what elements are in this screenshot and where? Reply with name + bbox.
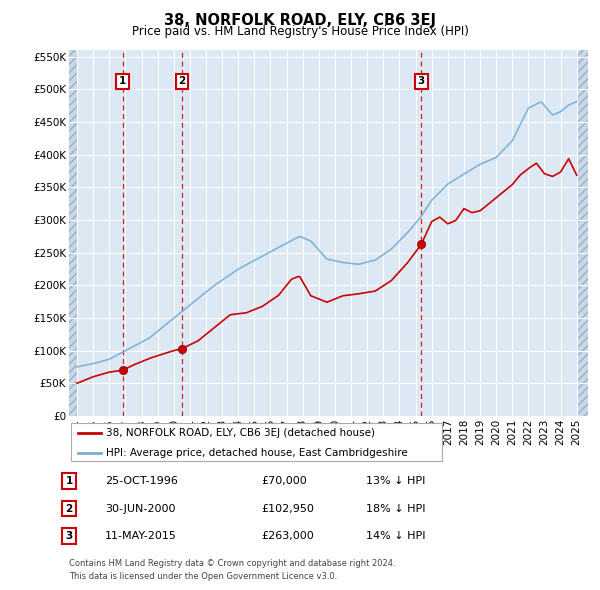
- Text: £263,000: £263,000: [261, 532, 314, 541]
- Text: £70,000: £70,000: [261, 476, 307, 486]
- Text: £102,950: £102,950: [261, 504, 314, 513]
- Text: 1: 1: [119, 76, 126, 86]
- Text: 13% ↓ HPI: 13% ↓ HPI: [366, 476, 425, 486]
- Text: 18% ↓ HPI: 18% ↓ HPI: [366, 504, 425, 513]
- Text: 1: 1: [65, 476, 73, 486]
- Text: 30-JUN-2000: 30-JUN-2000: [105, 504, 176, 513]
- Text: 2: 2: [178, 76, 185, 86]
- Text: 14% ↓ HPI: 14% ↓ HPI: [366, 532, 425, 541]
- FancyBboxPatch shape: [71, 423, 442, 461]
- Text: 3: 3: [418, 76, 425, 86]
- Text: 25-OCT-1996: 25-OCT-1996: [105, 476, 178, 486]
- Text: 2: 2: [65, 504, 73, 513]
- Text: HPI: Average price, detached house, East Cambridgeshire: HPI: Average price, detached house, East…: [107, 448, 408, 457]
- Text: Contains HM Land Registry data © Crown copyright and database right 2024.: Contains HM Land Registry data © Crown c…: [69, 559, 395, 568]
- Text: Price paid vs. HM Land Registry's House Price Index (HPI): Price paid vs. HM Land Registry's House …: [131, 25, 469, 38]
- Text: 38, NORFOLK ROAD, ELY, CB6 3EJ (detached house): 38, NORFOLK ROAD, ELY, CB6 3EJ (detached…: [107, 428, 376, 438]
- Text: This data is licensed under the Open Government Licence v3.0.: This data is licensed under the Open Gov…: [69, 572, 337, 581]
- Text: 3: 3: [65, 532, 73, 541]
- Text: 38, NORFOLK ROAD, ELY, CB6 3EJ: 38, NORFOLK ROAD, ELY, CB6 3EJ: [164, 13, 436, 28]
- Text: 11-MAY-2015: 11-MAY-2015: [105, 532, 177, 541]
- Bar: [577, 50, 588, 416]
- Bar: [69, 50, 77, 416]
